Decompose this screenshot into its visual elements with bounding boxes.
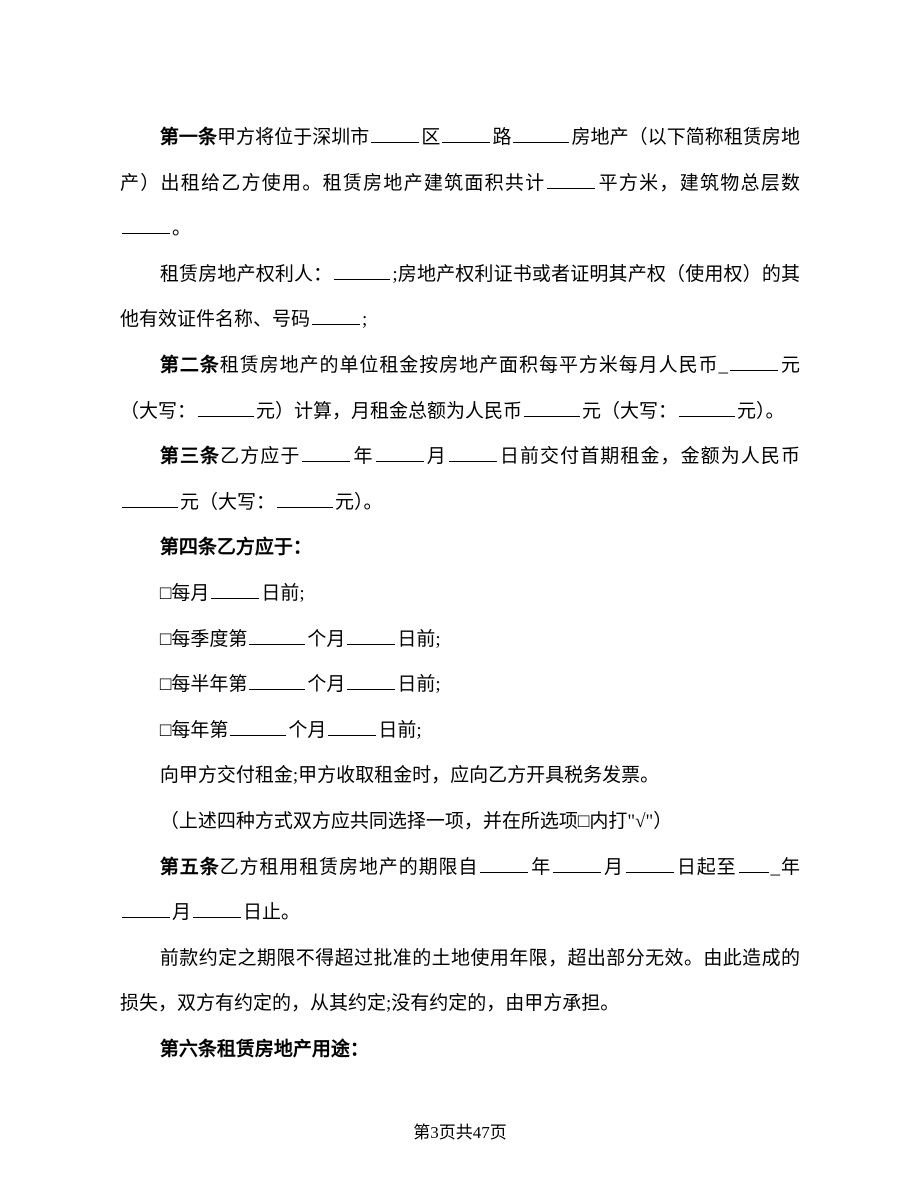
article-5-text-7: 日止。 bbox=[243, 902, 300, 923]
option-4-text-1: □每年第 bbox=[160, 720, 228, 741]
blank-area bbox=[547, 170, 595, 189]
article-4-option-1: □每月 日前; bbox=[120, 571, 800, 617]
article-3-text-2: 年 bbox=[352, 446, 373, 467]
article-5-paragraph: 第五条乙方租用租赁房地产的期限自年月日起至_年月日止。 bbox=[120, 845, 800, 936]
blank-property bbox=[513, 124, 569, 143]
blank-monthly-total bbox=[524, 398, 580, 417]
option-3-text-2: 个月 bbox=[307, 674, 345, 695]
article-4-heading-paragraph: 第四条乙方应于： bbox=[120, 525, 800, 571]
option-3-text-1: □每半年第 bbox=[160, 674, 247, 695]
article-5-text-1: 乙方租用租赁房地产的期限自 bbox=[220, 857, 479, 878]
article-1-text-2: 区 bbox=[421, 127, 440, 148]
article-4-option-2: □每季度第 个月 日前; bbox=[120, 617, 800, 663]
page-footer: 第3页共47页 bbox=[0, 1118, 920, 1143]
article-4-option-3: □每半年第 个月 日前; bbox=[120, 662, 800, 708]
article-2-text-4: 元（大写： bbox=[582, 401, 677, 422]
article-1-text-6: 。 bbox=[172, 218, 191, 239]
option-2-text-1: □每季度第 bbox=[160, 629, 247, 650]
blank-start-year bbox=[480, 854, 528, 873]
article-2-heading: 第二条 bbox=[160, 355, 220, 376]
article-1-text-3: 路 bbox=[492, 127, 511, 148]
article-2-text-5: 元）。 bbox=[737, 401, 785, 422]
blank-first-rent bbox=[122, 489, 178, 508]
article-1-heading: 第一条 bbox=[160, 127, 217, 148]
article-3-text-3: 月 bbox=[426, 446, 447, 467]
article-5-limitation-note: 前款约定之期限不得超过批准的土地使用年限，超出部分无效。由此造成的损失，双方有约… bbox=[120, 936, 800, 1027]
article-1-text-1: 甲方将位于深圳市 bbox=[217, 127, 369, 148]
blank-opt4-month bbox=[230, 717, 286, 736]
article-5-text-6: 月 bbox=[172, 902, 191, 923]
option-1-text-1: □每月 bbox=[160, 583, 209, 604]
article-1-sub-text-3: ; bbox=[362, 309, 367, 330]
footer-total-pages: 47 bbox=[473, 1123, 490, 1142]
blank-first-rent-cn bbox=[277, 489, 333, 508]
article-6-heading: 第六条租赁房地产用途： bbox=[160, 1039, 369, 1060]
blank-opt3-month bbox=[249, 671, 305, 690]
article-5-text-4: 日起至 bbox=[676, 857, 737, 878]
article-2-text-1: 租赁房地产的单位租金按房地产面积每平方米每月人民币_ bbox=[220, 355, 728, 376]
blank-opt4-day bbox=[328, 717, 376, 736]
blank-month-1 bbox=[376, 443, 424, 462]
blank-year-1 bbox=[302, 443, 350, 462]
article-2-paragraph: 第二条租赁房地产的单位租金按房地产面积每平方米每月人民币_ 元（大写： 元）计算，月… bbox=[120, 343, 800, 434]
article-5-text-3: 月 bbox=[603, 857, 624, 878]
blank-opt1-day bbox=[211, 580, 259, 599]
article-3-text-5: 元（大写： bbox=[180, 492, 275, 513]
article-2-text-3: 元）计算，月租金总额为人民币 bbox=[256, 401, 522, 422]
article-5-text-5: _年 bbox=[771, 857, 800, 878]
article-3-text-1: 乙方应于 bbox=[220, 446, 300, 467]
blank-start-day bbox=[626, 854, 674, 873]
footer-mid: 页共 bbox=[439, 1123, 473, 1142]
article-1-paragraph: 第一条甲方将位于深圳市区路房地产（以下简称租赁房地产）出租给乙方使用。租赁房地产… bbox=[120, 115, 800, 252]
article-4-heading: 第四条乙方应于： bbox=[160, 537, 312, 558]
article-3-text-6: 元）。 bbox=[335, 492, 383, 513]
option-4-text-2: 个月 bbox=[288, 720, 326, 741]
document-page: 第一条甲方将位于深圳市区路房地产（以下简称租赁房地产）出租给乙方使用。租赁房地产… bbox=[0, 0, 920, 1191]
blank-floors bbox=[122, 215, 170, 234]
blank-end-day bbox=[193, 899, 241, 918]
article-3-text-4: 日前交付首期租金，金额为人民币 bbox=[499, 446, 800, 467]
article-5-heading: 第五条 bbox=[160, 857, 220, 878]
option-2-text-2: 个月 bbox=[307, 629, 345, 650]
footer-suffix: 页 bbox=[490, 1123, 507, 1142]
option-4-text-3: 日前; bbox=[378, 720, 421, 741]
blank-opt2-day bbox=[347, 626, 395, 645]
blank-end-month bbox=[122, 899, 170, 918]
article-4-selection-note: （上述四种方式双方应共同选择一项，并在所选项□内打"√"） bbox=[120, 799, 800, 845]
article-3-heading: 第三条 bbox=[160, 446, 220, 467]
blank-day-1 bbox=[449, 443, 497, 462]
blank-monthly-total-cn bbox=[679, 398, 735, 417]
footer-current-page: 3 bbox=[430, 1123, 439, 1142]
article-6-heading-paragraph: 第六条租赁房地产用途： bbox=[120, 1027, 800, 1073]
blank-opt2-month bbox=[249, 626, 305, 645]
article-1-text-5: 平方米，建筑物总层数 bbox=[597, 173, 800, 194]
article-1-sub-paragraph: 租赁房地产权利人：;房地产权利证书或者证明其产权（使用权）的其他有效证件名称、号… bbox=[120, 252, 800, 343]
article-1-sub-text-1: 租赁房地产权利人： bbox=[160, 264, 332, 285]
blank-district bbox=[371, 124, 419, 143]
article-4-payment-note: 向甲方交付租金;甲方收取租金时，应向乙方开具税务发票。 bbox=[120, 753, 800, 799]
article-3-paragraph: 第三条乙方应于 年 月 日前交付首期租金，金额为人民币元（大写： 元）。 bbox=[120, 434, 800, 525]
footer-prefix: 第 bbox=[413, 1123, 430, 1142]
blank-road bbox=[442, 124, 490, 143]
blank-end-year-prefix bbox=[739, 854, 769, 873]
blank-start-month bbox=[553, 854, 601, 873]
blank-unit-price bbox=[730, 352, 778, 371]
blank-owner bbox=[334, 261, 390, 280]
article-5-text-2: 年 bbox=[530, 857, 551, 878]
option-3-text-3: 日前; bbox=[397, 674, 440, 695]
option-1-text-2: 日前; bbox=[261, 583, 304, 604]
blank-opt3-day bbox=[347, 671, 395, 690]
blank-cert-number bbox=[312, 306, 360, 325]
article-4-option-4: □每年第 个月 日前; bbox=[120, 708, 800, 754]
blank-unit-price-cn bbox=[198, 398, 254, 417]
option-2-text-3: 日前; bbox=[397, 629, 440, 650]
